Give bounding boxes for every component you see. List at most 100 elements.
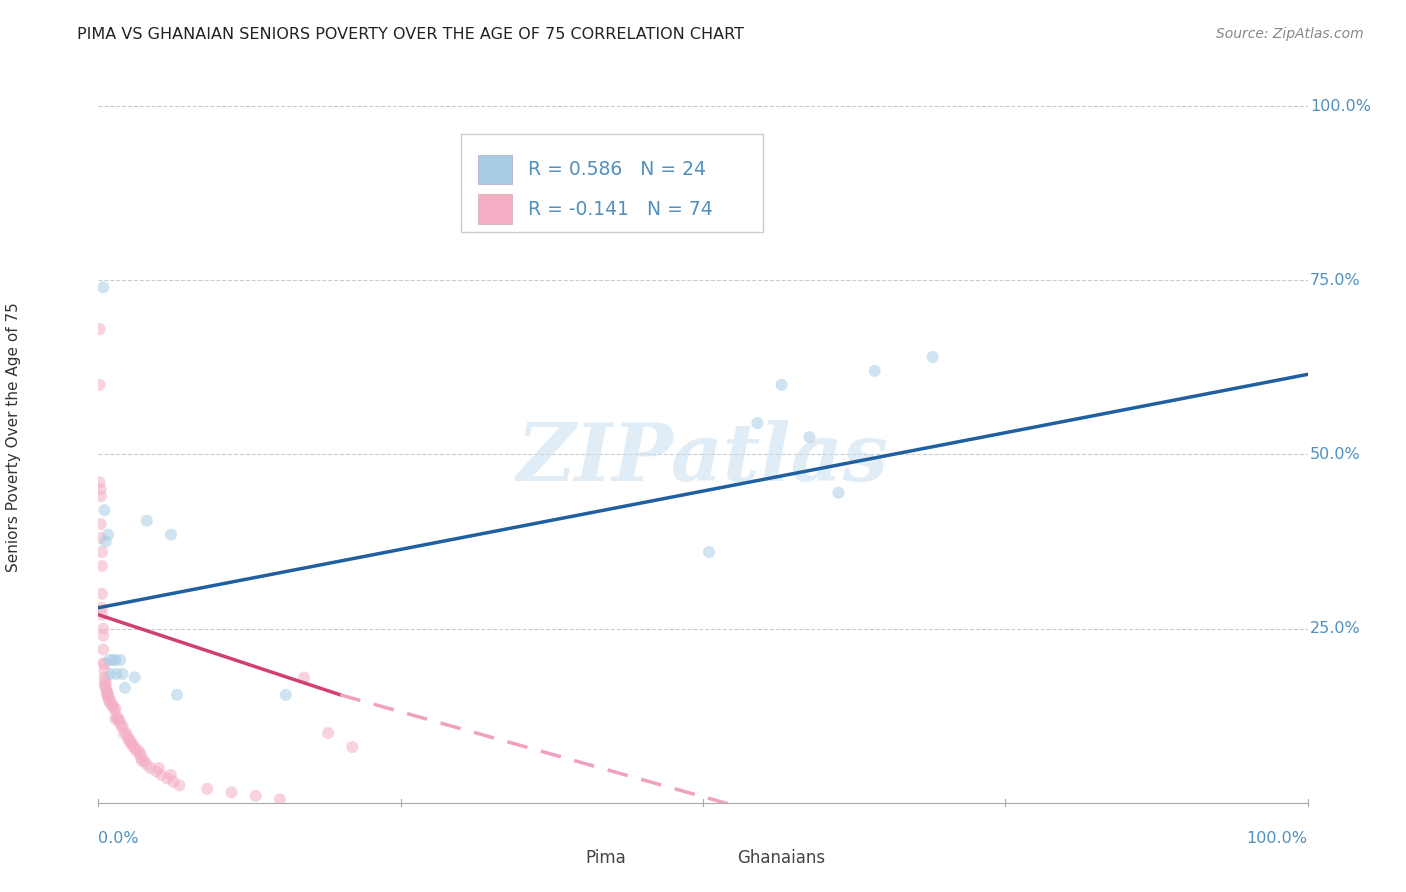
Point: [104, 653, 127, 667]
Point: [108, 715, 131, 730]
Point: [115, 726, 138, 740]
Point: [94, 677, 117, 691]
Point: [100, 698, 122, 713]
Text: PIMA VS GHANAIAN SENIORS POVERTY OVER THE AGE OF 75 CORRELATION CHART: PIMA VS GHANAIAN SENIORS POVERTY OVER TH…: [77, 27, 744, 42]
Point: [105, 708, 128, 723]
Point: [89, 475, 111, 490]
Point: [105, 667, 128, 681]
Point: [91, 600, 114, 615]
Text: R = -0.141   N = 74: R = -0.141 N = 74: [527, 200, 713, 219]
Point: [101, 698, 124, 713]
Point: [98, 653, 121, 667]
Point: [148, 761, 170, 775]
Point: [799, 430, 821, 444]
Text: 0.0%: 0.0%: [98, 830, 139, 846]
Point: [292, 670, 315, 684]
Point: [747, 416, 769, 430]
Point: [117, 730, 139, 744]
Point: [127, 743, 149, 757]
Point: [166, 688, 188, 702]
Point: [111, 719, 134, 733]
Point: [124, 740, 146, 755]
Point: [139, 761, 162, 775]
Point: [91, 607, 114, 622]
Text: 25.0%: 25.0%: [1310, 621, 1361, 636]
Point: [93, 657, 115, 671]
Point: [96, 684, 118, 698]
Point: [93, 670, 115, 684]
Point: [114, 681, 136, 695]
Point: [93, 664, 115, 678]
Text: ZIPatlas: ZIPatlas: [517, 420, 889, 498]
Point: [89, 322, 111, 336]
Point: [108, 653, 131, 667]
FancyBboxPatch shape: [478, 194, 512, 224]
Point: [120, 737, 142, 751]
Point: [160, 768, 183, 782]
Point: [104, 702, 127, 716]
Point: [108, 712, 131, 726]
Point: [103, 702, 125, 716]
Point: [97, 688, 120, 702]
Point: [245, 789, 267, 803]
Point: [863, 364, 886, 378]
Point: [118, 733, 141, 747]
Point: [111, 667, 134, 681]
Point: [107, 712, 129, 726]
FancyBboxPatch shape: [551, 846, 576, 870]
Point: [160, 527, 183, 541]
Point: [91, 545, 114, 559]
Point: [89, 377, 111, 392]
Point: [316, 726, 339, 740]
Point: [98, 691, 121, 706]
Point: [90, 517, 112, 532]
Point: [342, 740, 364, 755]
Point: [91, 657, 114, 671]
Text: Seniors Poverty Over the Age of 75: Seniors Poverty Over the Age of 75: [6, 302, 21, 572]
Point: [135, 514, 157, 528]
Point: [169, 778, 191, 792]
Point: [91, 587, 114, 601]
Text: 100.0%: 100.0%: [1247, 830, 1308, 846]
Point: [131, 754, 153, 768]
Point: [101, 653, 124, 667]
Point: [156, 772, 179, 786]
Point: [135, 757, 157, 772]
Text: Source: ZipAtlas.com: Source: ZipAtlas.com: [1216, 27, 1364, 41]
Point: [91, 558, 114, 573]
Point: [96, 684, 118, 698]
Point: [90, 483, 112, 497]
Point: [122, 740, 145, 755]
Point: [94, 673, 117, 688]
Point: [97, 691, 120, 706]
Point: [90, 489, 112, 503]
Point: [770, 377, 793, 392]
Text: R = 0.586   N = 24: R = 0.586 N = 24: [527, 160, 706, 179]
Point: [91, 642, 114, 657]
Point: [96, 688, 118, 702]
Point: [921, 350, 943, 364]
Point: [129, 747, 152, 761]
Text: Ghanaians: Ghanaians: [737, 848, 825, 867]
Point: [91, 629, 114, 643]
Point: [90, 531, 112, 545]
Point: [100, 667, 122, 681]
Point: [145, 764, 167, 779]
Point: [134, 754, 156, 768]
Point: [104, 712, 127, 726]
Text: 100.0%: 100.0%: [1310, 99, 1371, 113]
Point: [129, 750, 152, 764]
FancyBboxPatch shape: [478, 155, 512, 185]
Point: [128, 747, 150, 761]
Point: [221, 785, 243, 799]
Point: [124, 670, 146, 684]
FancyBboxPatch shape: [461, 134, 763, 232]
Point: [93, 677, 115, 691]
Point: [98, 695, 121, 709]
Point: [274, 688, 297, 702]
Point: [112, 726, 135, 740]
Point: [93, 503, 115, 517]
Point: [697, 545, 720, 559]
Text: 50.0%: 50.0%: [1310, 447, 1361, 462]
Point: [97, 527, 120, 541]
